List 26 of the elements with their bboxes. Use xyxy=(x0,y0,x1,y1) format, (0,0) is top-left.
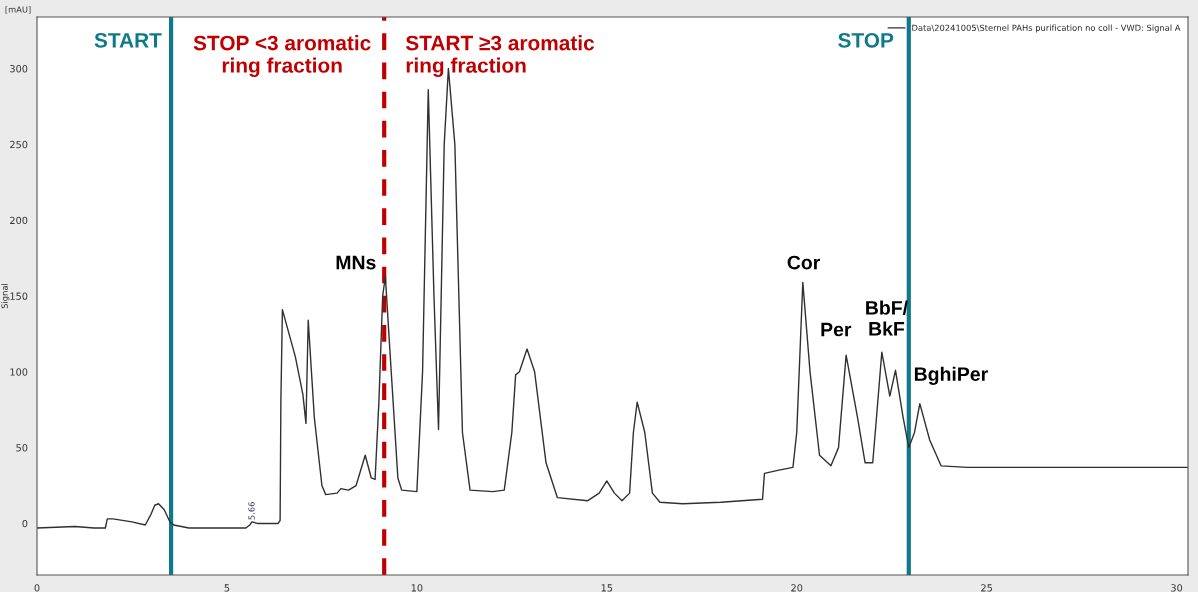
annotation: START ≥3 aromatic ring fraction xyxy=(405,35,595,78)
annotation: START xyxy=(94,32,162,48)
x-tick-label: 20 xyxy=(791,584,803,592)
y-tick-label: 250 xyxy=(10,140,28,149)
annotation: BghiPer xyxy=(914,366,988,385)
annotation: MNs xyxy=(336,255,376,270)
legend-label: Data\20241005\Sternel PAHs purification no coll - VWD: Signal A xyxy=(912,24,1181,33)
x-tick-label: 25 xyxy=(981,584,993,592)
y-tick-label: 50 xyxy=(16,444,28,452)
y-axis-title: Signal xyxy=(1,283,10,309)
annotation: 5.66 xyxy=(248,502,255,520)
y-tick-label: 300 xyxy=(10,65,28,73)
annotation: STOP <3 aromatic ring fraction xyxy=(193,35,371,78)
y-tick-label: 0 xyxy=(22,519,28,528)
annotation: STOP xyxy=(838,32,894,48)
x-tick-label: 0 xyxy=(34,584,40,592)
y-tick-label: 200 xyxy=(10,216,28,225)
x-tick-label: 30 xyxy=(1171,584,1183,592)
y-tick-label: 100 xyxy=(10,368,28,376)
annotation: Cor xyxy=(787,255,821,270)
x-tick-label: 15 xyxy=(601,584,613,592)
x-tick-label: 10 xyxy=(411,584,423,592)
y-tick-label: 150 xyxy=(10,292,28,300)
x-tick-label: 5 xyxy=(224,584,230,592)
annotation: Per xyxy=(821,322,852,337)
text: [mAU] xyxy=(5,6,31,14)
